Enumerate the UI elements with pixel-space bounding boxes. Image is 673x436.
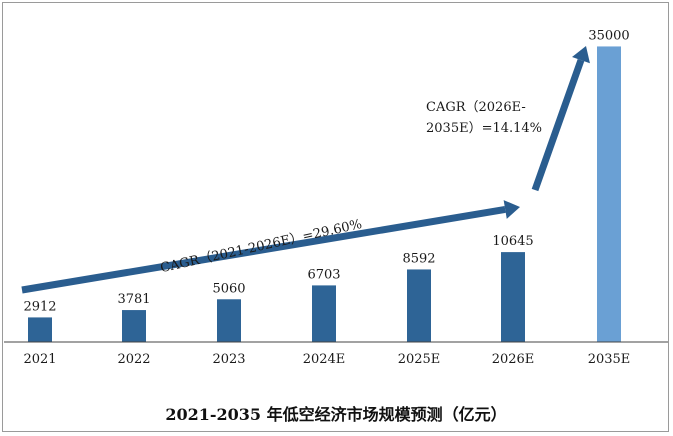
- trend-arrow-short-head: [503, 200, 520, 219]
- category-label-2026E: 2026E: [492, 352, 535, 367]
- category-label-2024E: 2024E: [303, 352, 346, 367]
- chart-title: 2021-2035 年低空经济市场规模预测（亿元）: [165, 405, 506, 424]
- bars-layer: [28, 46, 621, 342]
- labels-layer: 2912 2021 3781 2022 5060 2023 6703 2024E 8592 202…: [23, 28, 630, 367]
- category-label-2025E: 2025E: [398, 352, 441, 367]
- value-label-2023: 5060: [212, 281, 245, 296]
- value-label-2021: 2912: [23, 299, 56, 314]
- bar-2024E: [312, 285, 336, 342]
- trend-arrow-long-head: [572, 46, 590, 64]
- value-label-2024E: 6703: [307, 267, 340, 282]
- arrows-layer: [21, 46, 590, 294]
- category-label-2023: 2023: [212, 352, 245, 367]
- bar-2035E: [597, 46, 621, 342]
- trend-arrow-long: [531, 46, 590, 192]
- bar-2025E: [407, 269, 431, 342]
- category-label-2035E: 2035E: [588, 352, 631, 367]
- category-label-2021: 2021: [23, 352, 56, 367]
- bar-2026E: [501, 252, 525, 342]
- annotation-cagr-long-line1: CAGR（2026E-: [426, 100, 526, 115]
- bar-2023: [217, 299, 241, 342]
- bar-2021: [28, 317, 52, 342]
- value-label-2035E: 35000: [588, 28, 629, 43]
- bar-2022: [122, 310, 146, 342]
- category-label-2022: 2022: [117, 352, 150, 367]
- trend-arrow-long-shaft: [531, 58, 585, 192]
- value-label-2022: 3781: [117, 292, 150, 307]
- value-label-2026E: 10645: [492, 234, 533, 249]
- trend-arrow-short: [21, 200, 520, 294]
- value-label-2025E: 8592: [402, 251, 435, 266]
- annotation-cagr-long-line2: 2035E）=14.14%: [426, 121, 542, 136]
- chart-frame: [2, 2, 669, 432]
- trend-arrow-short-shaft: [21, 206, 506, 294]
